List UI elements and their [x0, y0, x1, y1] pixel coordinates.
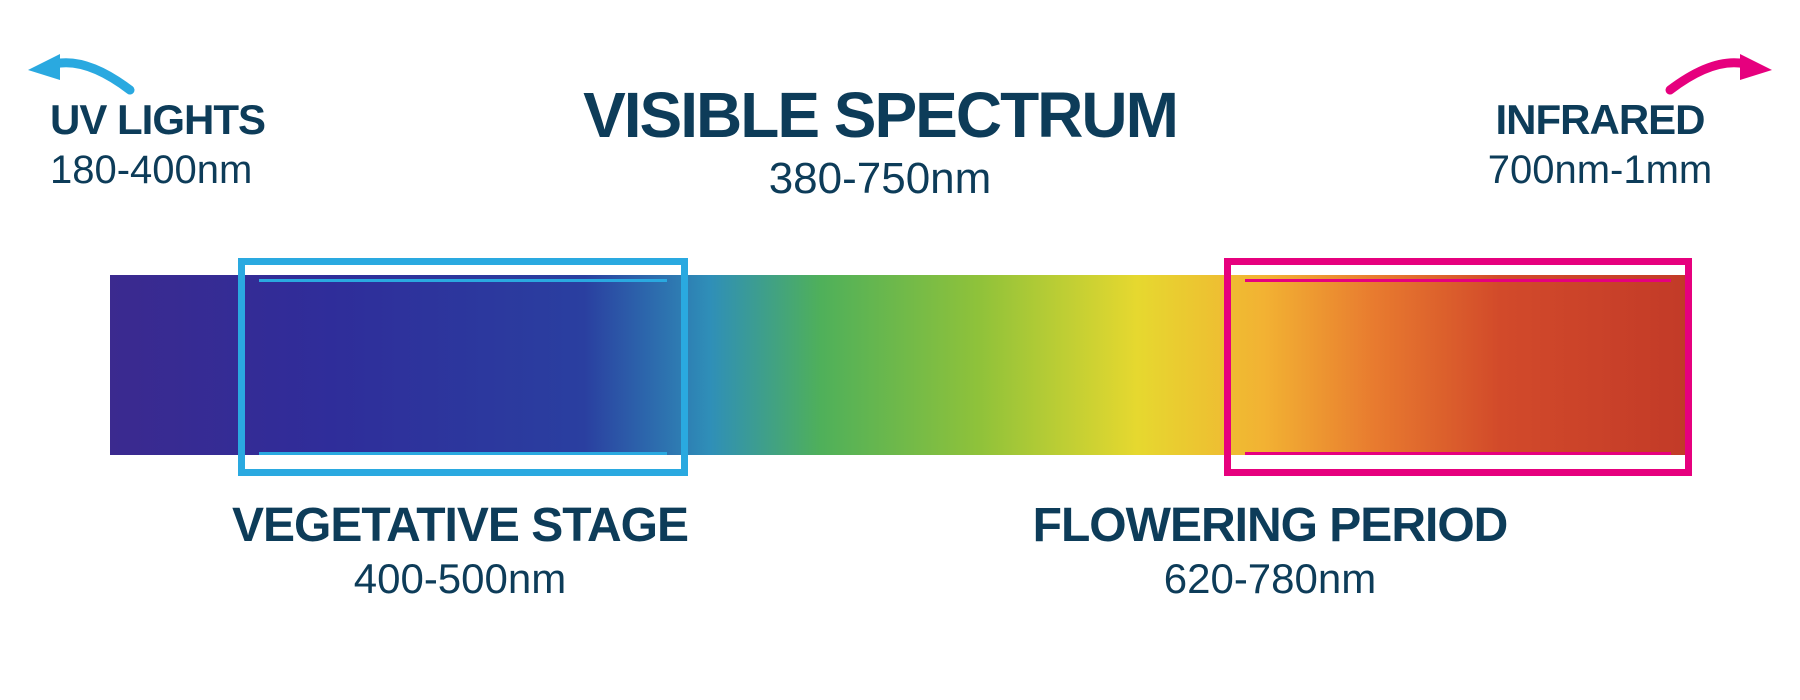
flowering-inner-line-bottom: [1245, 452, 1671, 455]
infrared-heading: INFRARED: [1450, 96, 1750, 144]
visible-range: 380-750nm: [520, 154, 1240, 204]
uv-arrow-icon: [20, 42, 140, 102]
flowering-range: 620-780nm: [970, 555, 1570, 603]
vegetative-inner-line-top: [259, 279, 667, 282]
vegetative-inner-line-bottom: [259, 452, 667, 455]
vegetative-box-border: [238, 258, 688, 476]
flowering-box-border: [1224, 258, 1692, 476]
uv-range: 180-400nm: [50, 148, 390, 193]
flowering-heading: FLOWERING PERIOD: [970, 498, 1570, 553]
spectrum-infographic: UV LIGHTS 180-400nm VISIBLE SPECTRUM 380…: [0, 0, 1800, 700]
uv-title: UV LIGHTS 180-400nm: [50, 96, 390, 193]
flowering-inner-line-top: [1245, 279, 1671, 282]
uv-heading: UV LIGHTS: [50, 96, 390, 144]
flowering-label: FLOWERING PERIOD 620-780nm: [970, 498, 1570, 603]
flowering-box: [1224, 258, 1692, 476]
visible-title: VISIBLE SPECTRUM 380-750nm: [520, 78, 1240, 204]
vegetative-box: [238, 258, 688, 476]
vegetative-label: VEGETATIVE STAGE 400-500nm: [170, 498, 750, 603]
infrared-title: INFRARED 700nm-1mm: [1450, 96, 1750, 193]
visible-heading: VISIBLE SPECTRUM: [520, 78, 1240, 152]
vegetative-heading: VEGETATIVE STAGE: [170, 498, 750, 553]
infrared-range: 700nm-1mm: [1450, 148, 1750, 193]
vegetative-range: 400-500nm: [170, 555, 750, 603]
infrared-arrow-icon: [1660, 42, 1780, 102]
